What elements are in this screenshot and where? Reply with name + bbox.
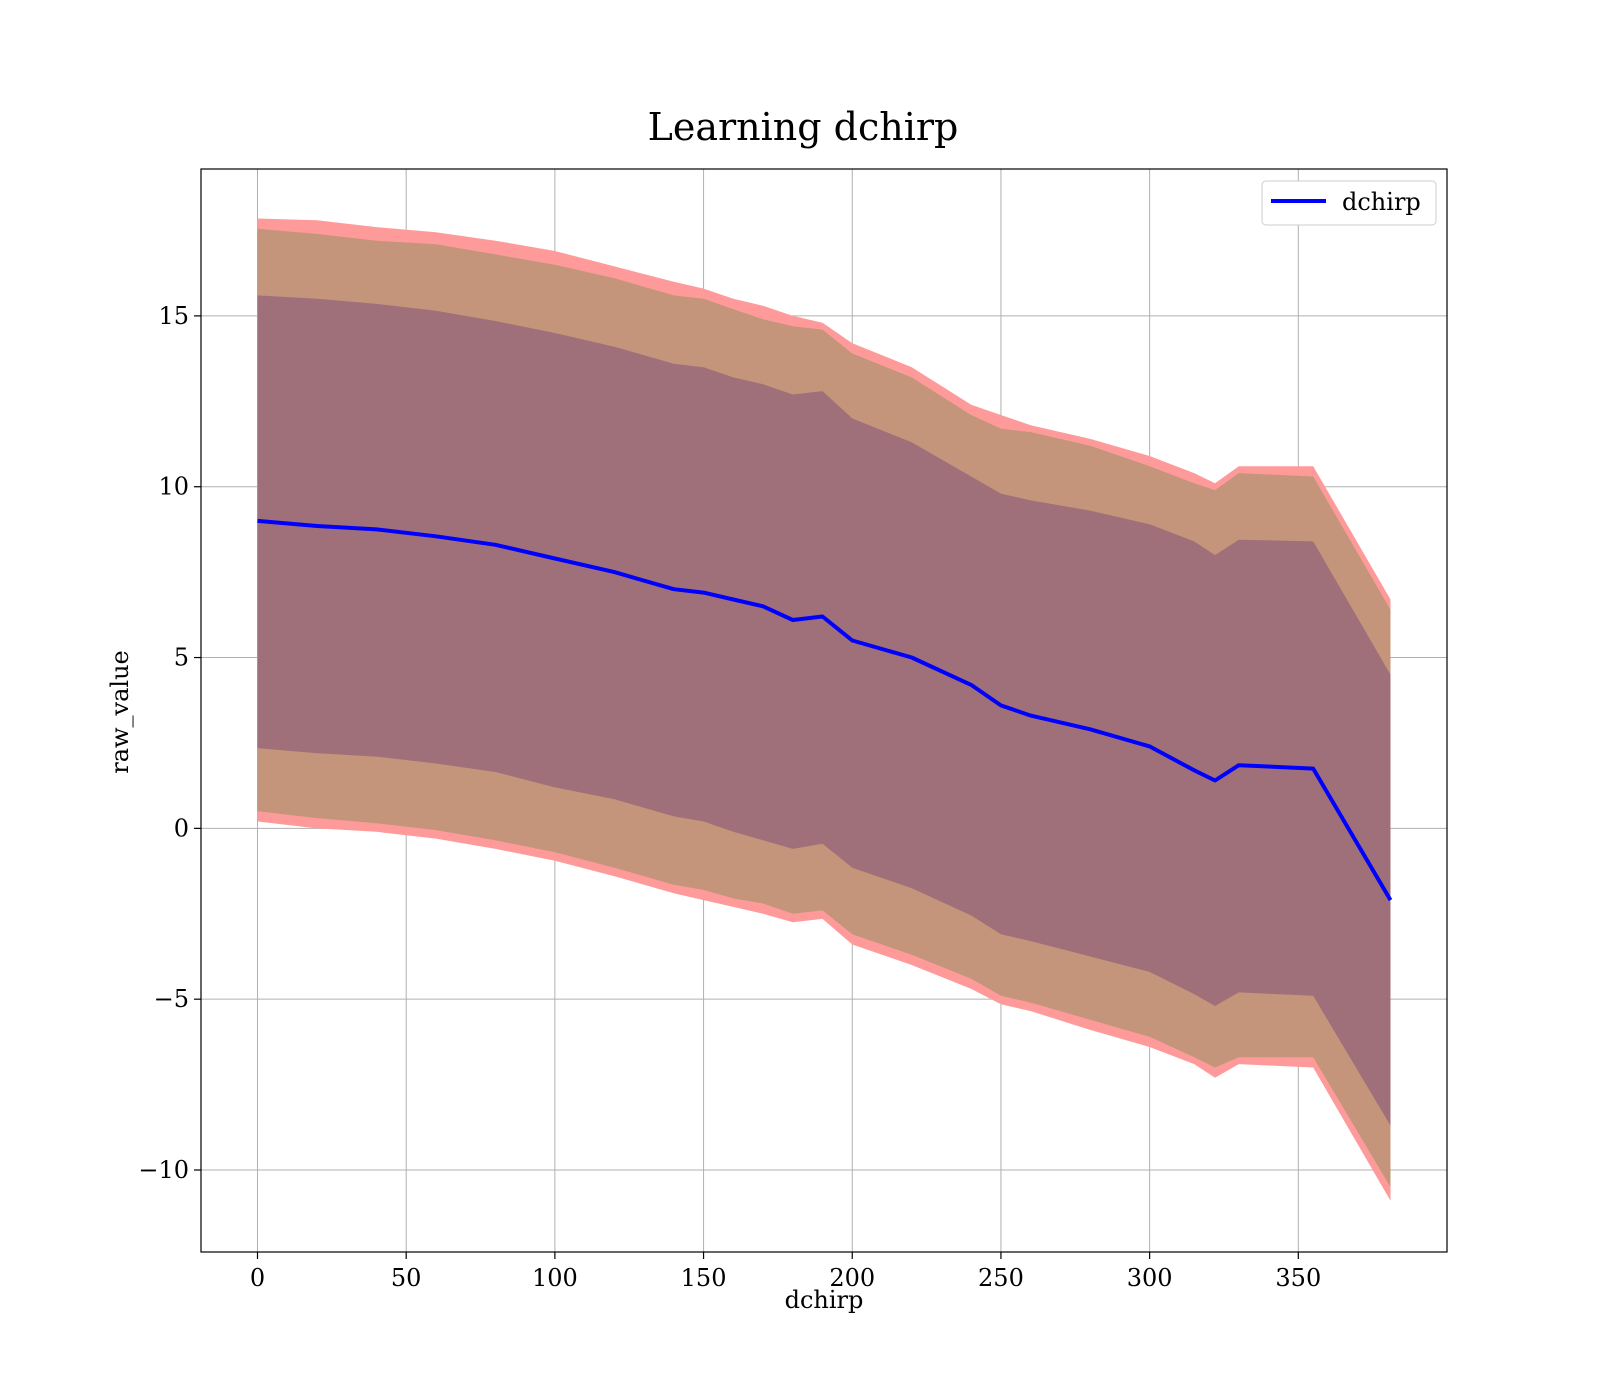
y-tick-label: 0	[174, 814, 189, 842]
y-axis-label: raw_value	[106, 650, 134, 774]
chart-title: Learning dchirp	[648, 105, 959, 149]
y-tick-label: −5	[154, 985, 189, 1013]
x-tick-label: 50	[391, 1264, 422, 1292]
legend-box	[1261, 180, 1437, 226]
y-tick-label: −10	[138, 1156, 189, 1184]
band-inner	[257, 295, 1391, 1126]
uncertainty-bands	[257, 218, 1391, 1201]
x-tick-label: 250	[978, 1264, 1024, 1292]
x-tick-label: 100	[532, 1264, 578, 1292]
plot-frame	[200, 168, 1448, 1253]
x-tick-label: 150	[681, 1264, 727, 1292]
y-tick-label: 15	[158, 302, 189, 330]
y-tick-label: 10	[158, 473, 189, 501]
x-tick-label: 0	[250, 1264, 265, 1292]
y-axis-ticks: −10 −5 0 5 10 15	[138, 302, 201, 1184]
legend-entry-dchirp: dchirp	[1342, 188, 1421, 216]
x-tick-label: 300	[1127, 1264, 1173, 1292]
x-tick-label: 200	[829, 1264, 875, 1292]
series-line-dchirp	[257, 518, 1393, 902]
series-lines	[257, 518, 1393, 902]
legend: dchirp	[1261, 180, 1437, 226]
x-axis-label: dchirp	[785, 1286, 864, 1314]
x-axis-ticks: 0 50 100 150 200 250 300 350	[250, 1252, 1321, 1292]
y-tick-label: 5	[174, 644, 189, 672]
x-tick-label: 350	[1275, 1264, 1321, 1292]
